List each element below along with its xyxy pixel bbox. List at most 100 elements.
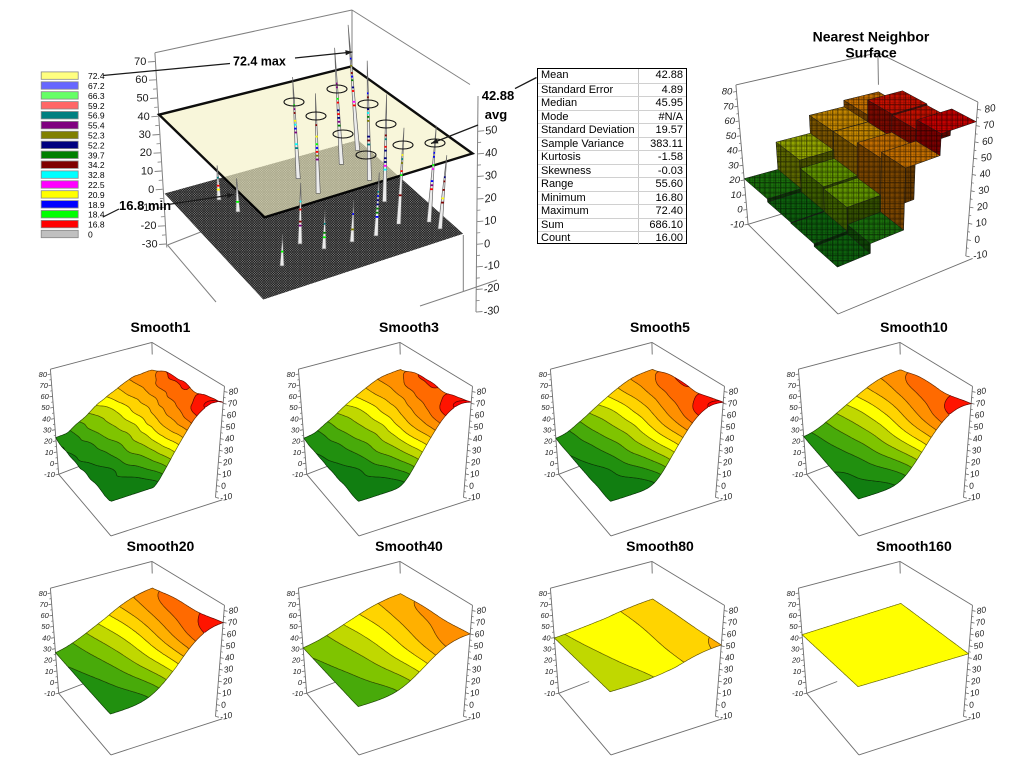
svg-text:-10: -10 [719, 491, 733, 503]
svg-text:0: 0 [550, 459, 555, 468]
svg-text:40: 40 [484, 146, 499, 160]
svg-text:42.88: 42.88 [482, 88, 515, 103]
svg-text:70: 70 [288, 600, 297, 609]
svg-text:0: 0 [720, 480, 727, 491]
svg-text:80: 80 [287, 370, 296, 379]
svg-text:50: 50 [973, 640, 984, 652]
svg-text:20.9: 20.9 [88, 190, 105, 200]
svg-text:80: 80 [476, 604, 487, 616]
svg-text:80: 80 [984, 103, 997, 116]
svg-text:10: 10 [45, 667, 54, 676]
svg-text:40: 40 [790, 414, 799, 423]
svg-text:60: 60 [288, 611, 297, 620]
svg-text:0: 0 [50, 678, 55, 687]
svg-text:40: 40 [472, 432, 483, 444]
svg-text:50: 50 [726, 131, 737, 142]
svg-text:20: 20 [483, 191, 499, 205]
svg-text:-20: -20 [141, 220, 157, 232]
svg-text:40: 40 [42, 414, 51, 423]
svg-text:80: 80 [39, 589, 48, 598]
svg-text:30: 30 [543, 426, 552, 435]
svg-text:-10: -10 [730, 220, 744, 231]
svg-text:70: 70 [727, 397, 738, 409]
svg-text:0: 0 [483, 238, 492, 251]
svg-text:80: 80 [228, 385, 239, 397]
svg-text:80: 80 [539, 589, 548, 598]
svg-text:60: 60 [974, 628, 985, 640]
svg-text:60: 60 [724, 116, 735, 127]
svg-text:20: 20 [791, 656, 801, 665]
svg-text:-10: -10 [467, 710, 481, 722]
svg-text:-10: -10 [792, 689, 804, 698]
svg-text:20: 20 [969, 456, 981, 468]
svg-text:40: 40 [979, 168, 992, 181]
svg-text:0: 0 [50, 459, 55, 468]
svg-text:30: 30 [728, 161, 739, 172]
svg-text:60: 60 [981, 135, 994, 148]
svg-text:50: 50 [225, 421, 236, 433]
svg-text:56.9: 56.9 [88, 111, 105, 121]
svg-text:18.9: 18.9 [88, 200, 105, 210]
svg-text:40: 40 [138, 111, 150, 123]
svg-text:40: 40 [290, 633, 299, 642]
svg-text:18.4: 18.4 [88, 210, 105, 220]
svg-text:60: 60 [40, 392, 49, 401]
svg-text:70: 70 [227, 616, 238, 628]
svg-text:20: 20 [791, 437, 801, 446]
svg-text:10: 10 [721, 687, 732, 699]
svg-text:Smooth20: Smooth20 [127, 538, 195, 554]
svg-text:-10: -10 [467, 491, 481, 503]
svg-text:30: 30 [971, 444, 982, 456]
svg-text:60: 60 [288, 392, 297, 401]
svg-text:70: 70 [134, 56, 146, 68]
svg-text:Smooth1: Smooth1 [131, 319, 191, 335]
svg-text:30: 30 [43, 426, 52, 435]
svg-text:20: 20 [291, 437, 301, 446]
svg-text:60: 60 [135, 74, 147, 86]
svg-text:60: 60 [974, 409, 985, 421]
svg-text:Smooth40: Smooth40 [375, 538, 443, 554]
svg-text:50: 50 [541, 403, 550, 412]
svg-text:10: 10 [721, 468, 732, 480]
svg-text:10: 10 [545, 667, 554, 676]
svg-text:40: 40 [542, 414, 551, 423]
svg-text:60: 60 [226, 409, 237, 421]
svg-text:80: 80 [787, 589, 796, 598]
svg-text:30: 30 [791, 426, 800, 435]
svg-text:30: 30 [791, 645, 800, 654]
svg-text:50: 50 [225, 640, 236, 652]
svg-text:30: 30 [484, 169, 499, 183]
svg-text:10: 10 [793, 667, 802, 676]
svg-text:40: 40 [224, 651, 235, 663]
svg-text:72.4: 72.4 [88, 71, 105, 81]
svg-text:60: 60 [726, 409, 737, 421]
svg-text:16.8: 16.8 [88, 220, 105, 230]
svg-text:30: 30 [223, 663, 234, 675]
svg-text:50: 50 [541, 622, 550, 631]
svg-text:50: 50 [41, 403, 50, 412]
svg-text:-10: -10 [544, 689, 556, 698]
svg-text:80: 80 [728, 604, 739, 616]
svg-text:0: 0 [298, 459, 303, 468]
svg-text:60: 60 [788, 392, 797, 401]
svg-text:22.5: 22.5 [88, 180, 105, 190]
svg-text:-30: -30 [142, 239, 158, 251]
svg-text:60: 60 [474, 628, 485, 640]
svg-text:70: 70 [788, 381, 797, 390]
svg-text:80: 80 [228, 604, 239, 616]
svg-text:80: 80 [39, 370, 48, 379]
svg-text:60: 60 [726, 628, 737, 640]
svg-text:20: 20 [721, 675, 733, 687]
svg-text:30: 30 [471, 444, 482, 456]
svg-text:20: 20 [469, 456, 481, 468]
svg-text:52.2: 52.2 [88, 140, 105, 150]
svg-text:70: 70 [475, 616, 486, 628]
svg-text:20: 20 [728, 175, 740, 186]
svg-text:40: 40 [542, 633, 551, 642]
svg-text:Nearest Neighbor: Nearest Neighbor [813, 29, 930, 45]
svg-text:-10: -10 [44, 689, 56, 698]
svg-text:60: 60 [788, 611, 797, 620]
svg-text:20: 20 [721, 456, 733, 468]
svg-text:80: 80 [722, 87, 733, 98]
svg-text:50: 50 [289, 622, 298, 631]
